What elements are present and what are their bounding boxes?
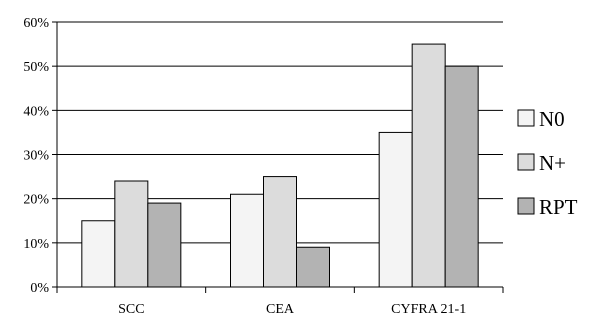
- y-tick-label: 20%: [23, 193, 49, 208]
- y-tick-label: 0%: [30, 281, 49, 296]
- legend-label: N+: [539, 151, 566, 175]
- legend-label: RPT: [539, 195, 578, 219]
- x-category-label: CYFRA 21-1: [391, 302, 466, 317]
- legend-label: N0: [539, 107, 565, 131]
- bar-n-scc: [114, 180, 149, 288]
- legend: N0 N+ RPT: [517, 107, 578, 219]
- y-tick-label: 10%: [23, 237, 49, 252]
- bar-n0-cea: [230, 193, 264, 288]
- x-category-label: CEA: [266, 302, 295, 317]
- y-tick-label: 40%: [23, 104, 49, 119]
- bar-rpt-scc: [147, 202, 182, 288]
- legend-swatch: [517, 109, 535, 127]
- bar-n-cea: [263, 176, 297, 288]
- y-tick-label: 30%: [23, 149, 49, 164]
- bar-rpt-cea: [296, 246, 330, 288]
- bar-rpt-cyfra-21-1: [444, 65, 479, 288]
- y-axis-tick-labels: 0% 10% 20% 30% 40% 50% 60%: [23, 16, 49, 296]
- bar-n0-cyfra-21-1: [378, 131, 413, 288]
- legend-swatch: [517, 153, 535, 171]
- y-tick-label: 50%: [23, 60, 49, 75]
- legend-swatch: [517, 197, 535, 215]
- y-tick-label: 60%: [23, 16, 49, 31]
- x-axis-category-labels: SCC CEA CYFRA 21-1: [118, 302, 466, 317]
- axes: [52, 21, 504, 293]
- bars: [81, 43, 479, 288]
- bar-n0-scc: [81, 220, 116, 288]
- bar-n-cyfra-21-1: [411, 43, 446, 288]
- x-category-label: SCC: [118, 302, 144, 317]
